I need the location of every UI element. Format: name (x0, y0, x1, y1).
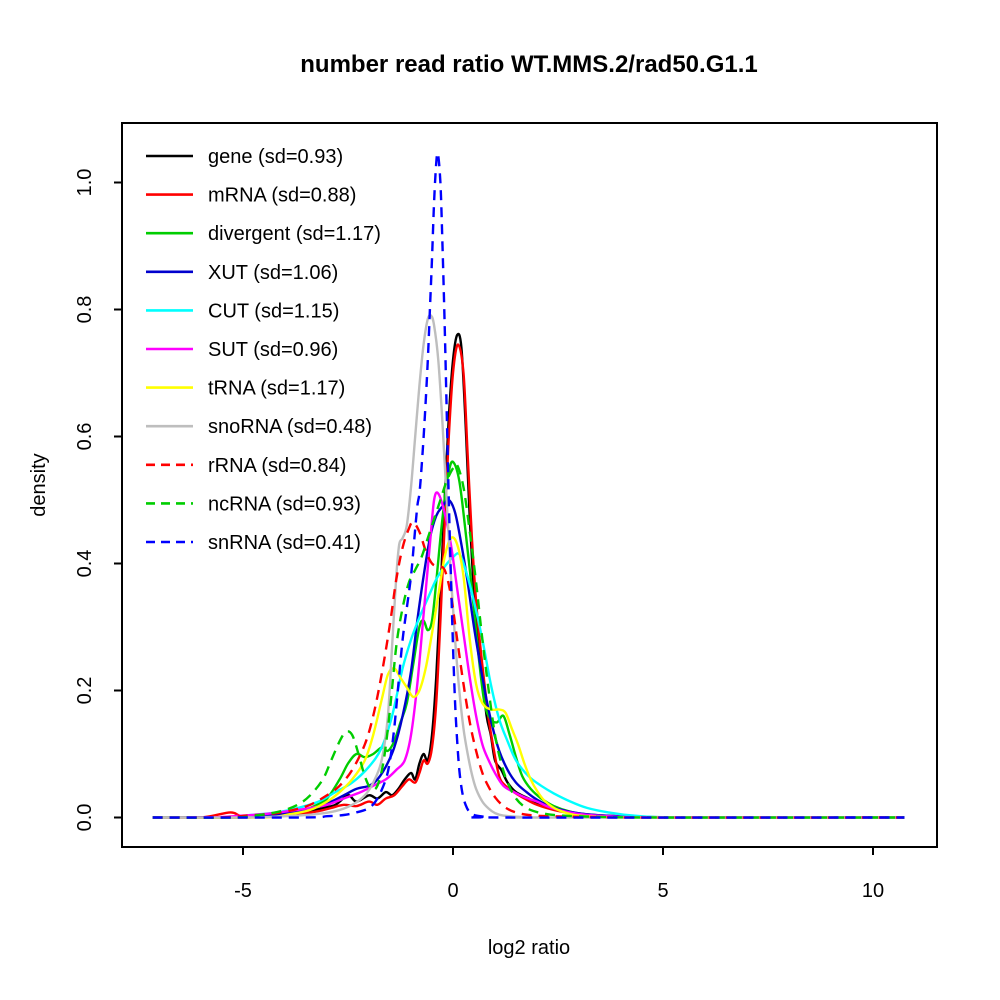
legend-label-SUT: SUT (sd=0.96) (208, 339, 338, 361)
legend-label-CUT: CUT (sd=1.15) (208, 300, 339, 322)
density-curves (152, 151, 905, 820)
legend-label-XUT: XUT (sd=1.06) (208, 262, 338, 284)
y-tick-label: 0.4 (74, 550, 96, 578)
x-tick-label: 5 (657, 880, 668, 902)
curve-SUT (152, 491, 905, 819)
x-tick-label: 0 (447, 880, 458, 902)
legend-label-ncRNA: ncRNA (sd=0.93) (208, 493, 361, 515)
legend-label-snRNA: snRNA (sd=0.41) (208, 532, 361, 554)
legend-label-mRNA: mRNA (sd=0.88) (208, 185, 356, 207)
x-axis-label: log2 ratio (488, 937, 570, 959)
curve-rRNA (152, 520, 905, 819)
curve-CUT (152, 552, 905, 819)
curve-mRNA (152, 343, 905, 820)
x-tick-label: -5 (234, 880, 252, 902)
legend-label-divergent: divergent (sd=1.17) (208, 223, 381, 245)
y-axis-label: density (28, 453, 50, 516)
y-tick-label: 0.2 (74, 677, 96, 705)
x-tick-label: 10 (862, 880, 884, 902)
chart-title: number read ratio WT.MMS.2/rad50.G1.1 (300, 51, 757, 78)
legend-label-snoRNA: snoRNA (sd=0.48) (208, 416, 372, 438)
legend-label-gene: gene (sd=0.93) (208, 146, 343, 168)
legend-label-tRNA: tRNA (sd=1.17) (208, 378, 345, 400)
legend: gene (sd=0.93) mRNA (sd=0.88) divergent (s… (146, 146, 381, 554)
y-tick-label: 0.8 (74, 296, 96, 324)
curve-snRNA (152, 151, 905, 819)
y-tick-label: 0.6 (74, 423, 96, 451)
plot-box (121, 122, 938, 848)
y-tick-label: 1.0 (74, 169, 96, 197)
y-tick-label: 0.0 (74, 804, 96, 832)
y-axis-ticks: 0.0 0.2 0.4 0.6 0.8 1.0 (74, 169, 122, 832)
curve-divergent (152, 460, 905, 819)
x-axis-ticks: -5 0 5 10 (234, 847, 884, 902)
curve-ncRNA (152, 462, 905, 819)
curve-tRNA (152, 536, 905, 819)
curve-gene (152, 332, 905, 819)
legend-label-rRNA: rRNA (sd=0.84) (208, 455, 346, 477)
